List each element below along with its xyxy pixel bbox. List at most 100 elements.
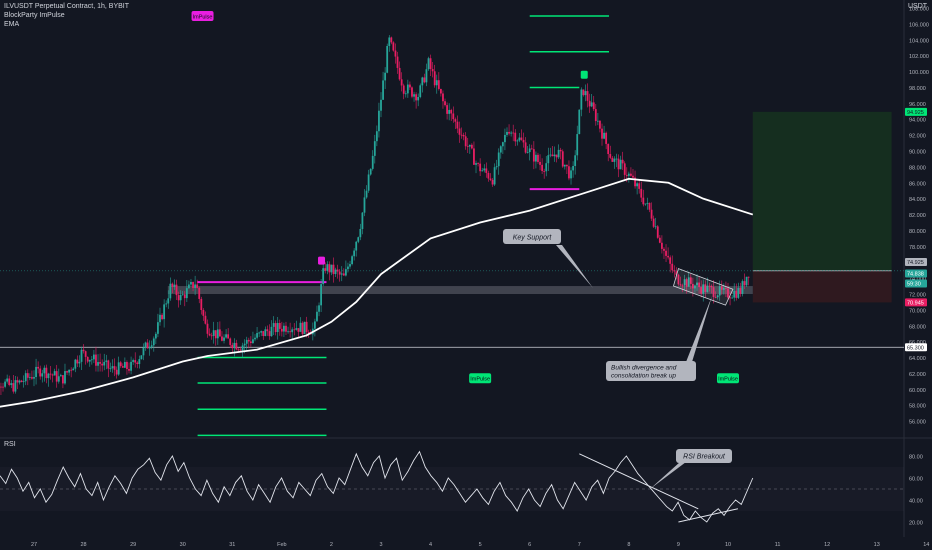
candle-body — [565, 164, 568, 167]
candle-body — [413, 94, 415, 97]
candle-body — [287, 331, 289, 333]
candle-body — [570, 170, 572, 179]
candle-body — [235, 342, 238, 350]
rsi-tick-label-1: 40.00 — [909, 499, 923, 505]
price-tag-label-0: 74.925 — [907, 260, 924, 266]
candle-body — [243, 343, 246, 346]
candle-body — [204, 315, 207, 324]
price-tick-label-2: 60.000 — [909, 388, 926, 394]
candle-body — [654, 226, 657, 228]
candle-body — [648, 202, 651, 210]
candle-body — [247, 339, 250, 342]
candle-body — [398, 67, 401, 80]
candle-body — [617, 158, 620, 170]
candle-body — [452, 113, 455, 120]
candle-body — [415, 94, 418, 101]
candle-body — [673, 270, 676, 272]
candle-body — [299, 322, 302, 332]
impulse-marker-0 — [191, 10, 214, 21]
candle-body — [737, 287, 740, 298]
price-tick-label-15: 86.000 — [909, 181, 926, 187]
small-marker-1 — [580, 70, 588, 79]
candle-body — [431, 69, 434, 72]
candle-body — [274, 323, 277, 333]
currency-label: USDT — [908, 3, 928, 10]
candle-body — [140, 355, 143, 360]
time-tick-label-3: 30 — [180, 542, 186, 548]
key-support-callout — [503, 229, 561, 244]
candle-body — [307, 331, 310, 334]
candle-body — [161, 314, 163, 320]
candle-body — [508, 131, 510, 134]
candle-body — [305, 321, 308, 332]
candle-body — [429, 58, 432, 70]
candle-body — [268, 331, 271, 337]
candle-body — [249, 341, 252, 344]
rsi-pane-label: RSI — [4, 441, 16, 448]
candle-body — [586, 91, 589, 101]
candle-body — [45, 367, 48, 379]
candle-body — [150, 345, 153, 347]
candle-body — [210, 335, 213, 337]
candle-body — [700, 287, 703, 294]
candle-body — [373, 141, 376, 156]
candle-body — [479, 163, 482, 172]
candle-body — [427, 58, 430, 70]
candle-body — [568, 166, 570, 179]
candle-body — [712, 287, 715, 297]
candle-body — [545, 163, 548, 172]
candle-body — [266, 329, 269, 332]
candle-body — [316, 311, 318, 322]
candle-body — [561, 151, 564, 167]
candle-body — [625, 174, 628, 176]
candle-body — [130, 361, 132, 371]
candle-body — [324, 268, 327, 271]
candle-body — [382, 80, 384, 100]
candle-body — [448, 109, 451, 114]
candle-body — [347, 266, 349, 270]
candle-body — [241, 345, 244, 351]
candle-body — [20, 380, 23, 382]
candle-body — [194, 284, 197, 288]
candle-body — [148, 346, 151, 349]
time-tick-label-16: 12 — [824, 542, 830, 548]
candle-body — [650, 209, 653, 219]
candle-body — [607, 143, 610, 155]
price-tick-label-26: 108.000 — [909, 7, 929, 13]
price-tick-label-16: 88.000 — [909, 165, 926, 171]
candle-body — [541, 164, 544, 171]
candle-body — [652, 218, 655, 227]
candle-body — [642, 197, 645, 205]
candle-body — [685, 279, 688, 287]
profit-zone — [752, 111, 892, 271]
candle-body — [689, 277, 692, 284]
candle-body — [745, 276, 748, 286]
candle-body — [198, 287, 201, 299]
candle-body — [78, 361, 81, 364]
candle-body — [704, 284, 707, 292]
candle-body — [14, 380, 17, 392]
candle-body — [8, 378, 11, 386]
rsi-trendline-down — [579, 453, 699, 510]
candle-body — [375, 131, 378, 142]
candle-body — [88, 359, 91, 362]
candle-body — [722, 288, 725, 290]
candle-body — [109, 368, 112, 370]
candle-body — [675, 271, 678, 275]
rsi-tick-label-2: 60.00 — [909, 477, 923, 483]
candle-body — [634, 177, 636, 187]
candle-body — [419, 85, 422, 97]
rsi-breakout-pointer — [650, 462, 686, 489]
candle-body — [510, 132, 513, 134]
candle-body — [727, 288, 729, 298]
candle-body — [136, 362, 139, 365]
candle-body — [473, 148, 475, 165]
candle-body — [159, 314, 161, 323]
candle-body — [157, 322, 159, 334]
candle-body — [285, 325, 287, 332]
price-tick-label-14: 84.000 — [909, 197, 926, 203]
candle-body — [142, 347, 145, 356]
price-tick-label-24: 104.000 — [909, 38, 929, 44]
candle-body — [128, 368, 130, 371]
